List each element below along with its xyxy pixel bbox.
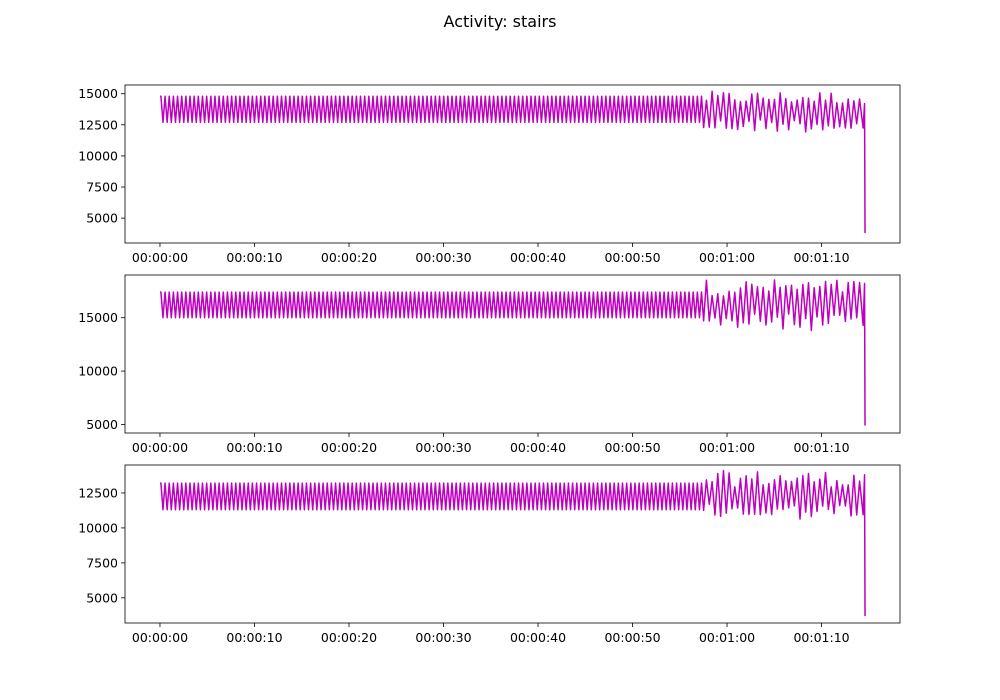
axes-frame [124,274,901,434]
subplot-3: 5000 7500 10000 12500 00:00:00 00:00:10 00:00:… [78,464,901,645]
x-tick-label: 00:00:20 [321,630,377,645]
x-tick-label: 00:00:50 [604,250,660,265]
y-tick-label: 5000 [86,590,118,605]
y-tick-label: 12500 [78,485,118,500]
x-tick-label: 00:00:00 [132,250,188,265]
x-tick-label: 00:00:40 [510,250,566,265]
subplot-1: 5000 7500 10000 12500 15000 00:00:00 00:00:10 0… [78,84,901,265]
subplots: 5000 7500 10000 12500 15000 00:00:00 00:00:10 0… [78,84,901,645]
subplot-2: 5000 10000 15000 00:00:00 00:00:10 00:00:20 00… [78,274,901,455]
y-tick-label: 15000 [78,86,118,101]
axes-frame [124,464,901,624]
x-tick-label: 00:00:20 [321,250,377,265]
x-tick-label: 00:01:00 [699,440,755,455]
x-tick-label: 00:00:20 [321,440,377,455]
x-tick-label: 00:00:00 [132,630,188,645]
x-tick-label: 00:00:50 [604,440,660,455]
x-tick-label: 00:01:10 [793,250,849,265]
y-tick-label: 10000 [78,148,118,163]
x-tick-label: 00:00:30 [415,440,471,455]
x-tick-label: 00:00:00 [132,440,188,455]
y-tick-label: 5000 [86,417,118,432]
x-tick-label: 00:00:40 [510,630,566,645]
x-tick-label: 00:00:40 [510,440,566,455]
y-tick-label: 10000 [78,520,118,535]
x-tick-label: 00:00:30 [415,250,471,265]
y-tick-label: 7500 [86,180,118,195]
x-tick-label: 00:01:00 [699,250,755,265]
y-tick-label: 5000 [86,211,118,226]
series-line [159,279,866,426]
x-tick-label: 00:00:30 [415,630,471,645]
y-tick-label: 10000 [78,364,118,379]
x-tick-label: 00:00:10 [226,440,282,455]
y-tick-label: 15000 [78,310,118,325]
chart-title: Activity: stairs [444,12,557,31]
x-tick-label: 00:00:10 [226,250,282,265]
x-tick-label: 00:00:50 [604,630,660,645]
x-tick-label: 00:00:10 [226,630,282,645]
x-tick-label: 00:01:00 [699,630,755,645]
x-tick-label: 00:01:10 [793,630,849,645]
y-tick-label: 7500 [86,555,118,570]
series-line [159,90,866,234]
x-tick-label: 00:01:10 [793,440,849,455]
axes-frame [124,84,901,244]
y-tick-label: 12500 [78,117,118,132]
series-line [159,469,866,617]
